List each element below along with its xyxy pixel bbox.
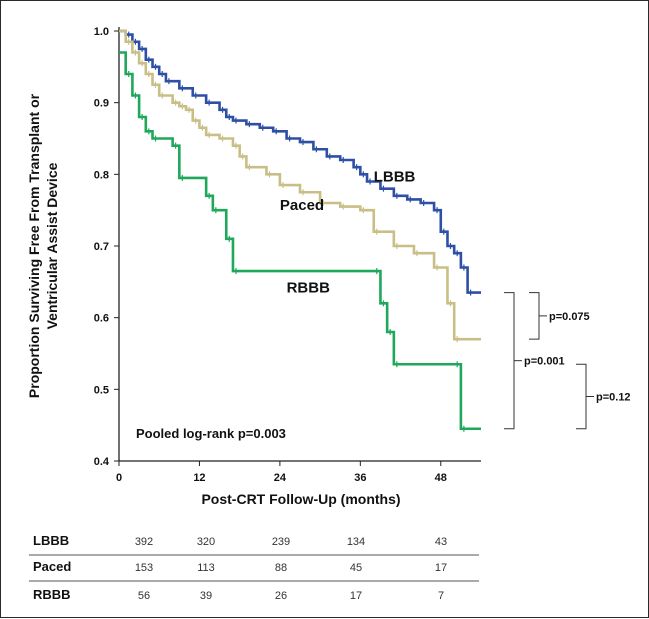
risk-cell: 134 (347, 536, 365, 548)
risk-cell: 392 (135, 536, 153, 548)
comparison-bracket (504, 292, 515, 430)
x-tick-label: 36 (354, 472, 366, 484)
risk-row-label: Paced (33, 559, 71, 574)
risk-cell: 43 (435, 536, 447, 548)
risk-row-label: LBBB (33, 533, 69, 548)
risk-row-label: RBBB (33, 587, 71, 602)
y-tick-label: 1.0 (94, 26, 109, 38)
risk-cell: 17 (435, 562, 447, 574)
risk-cell: 7 (438, 590, 444, 602)
risk-cell: 113 (197, 562, 215, 574)
x-axis-title: Post-CRT Follow-Up (months) (201, 491, 400, 507)
y-tick-label: 0.5 (94, 384, 109, 396)
y-axis-title-line: Ventricular Assist Device (44, 162, 60, 329)
series-label-lbbb: LBBB (374, 169, 416, 186)
risk-cell: 17 (350, 590, 362, 602)
y-tick-label: 0.7 (94, 241, 109, 253)
comparison-p-value: p=0.075 (549, 311, 590, 323)
x-tick-label: 12 (193, 472, 205, 484)
x-tick-label: 24 (274, 472, 287, 484)
y-tick-label: 0.9 (94, 98, 109, 110)
x-tick-label: 48 (435, 472, 447, 484)
y-tick-label: 0.8 (94, 169, 109, 181)
series-line-lbbb (119, 29, 481, 294)
series-line-rbbb (119, 51, 481, 431)
risk-cell: 45 (350, 562, 362, 574)
y-axis-title-line: Proportion Surviving Free From Transplan… (26, 93, 42, 398)
pooled-logrank-annotation: Pooled log-rank p=0.003 (136, 426, 286, 441)
series-label-paced: Paced (280, 197, 324, 214)
comparison-p-value: p=0.001 (524, 356, 565, 368)
series-group (119, 29, 481, 432)
y-tick-label: 0.4 (94, 456, 110, 468)
y-tick-label: 0.6 (94, 313, 109, 325)
axes-group: 0.4 0.5 0.6 0.7 0.8 0.9 1.0 0 12 24 36 48 Post-CRT F… (26, 26, 481, 507)
y-axis-title: Proportion Surviving Free From Transplan… (26, 93, 60, 398)
comparison-bracket (576, 363, 587, 430)
risk-cell: 320 (197, 536, 215, 548)
series-label-rbbb: RBBB (287, 280, 330, 297)
labels-group: LBBB Paced RBBB Pooled log-rank p=0.003 p=0.… (136, 169, 631, 442)
risk-cell: 153 (135, 562, 153, 574)
x-tick-label: 0 (116, 472, 122, 484)
comparison-p-value: p=0.12 (596, 392, 631, 404)
risk-cell: 56 (138, 590, 150, 602)
risk-cell: 88 (275, 562, 287, 574)
risk-cell: 26 (275, 590, 287, 602)
comparison-bracket (529, 292, 540, 340)
risk-cell: 39 (200, 590, 212, 602)
risk-cell: 239 (272, 536, 290, 548)
risk-table: LBBB 392 320 239 134 43 Paced 153 113 88 45 17 RBBB 5… (29, 533, 479, 602)
